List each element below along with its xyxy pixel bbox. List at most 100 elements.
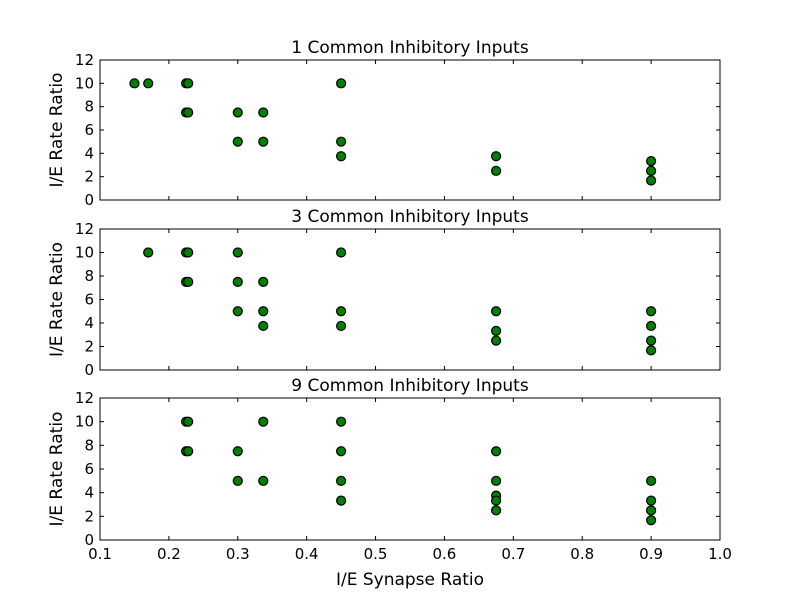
scatter-point (183, 416, 194, 427)
x-axis-label: I/E Synapse Ratio (336, 570, 484, 590)
y-axis-label: I/E Rate Ratio (47, 242, 67, 357)
scatter-point (336, 151, 347, 162)
axes-frame (99, 59, 721, 201)
scatter-point (183, 247, 194, 258)
x-tick-label: 0.1 (88, 545, 112, 563)
y-axis-label: I/E Rate Ratio (47, 73, 67, 188)
y-tick-label: 10 (75, 244, 94, 262)
y-tick-label: 4 (84, 484, 94, 502)
scatter-point (232, 306, 243, 317)
y-tick-label: 8 (84, 98, 94, 116)
y-axis-label: I/E Rate Ratio (47, 412, 67, 527)
scatter-point (336, 136, 347, 147)
axes-frame (99, 228, 721, 371)
scatter-point (491, 165, 502, 176)
x-tick-label: 0.2 (157, 545, 181, 563)
scatter-point (491, 446, 502, 457)
subplot-1: 1 Common Inhibitory Inputs 0 2 4 6 8 10 12 I/E R… (47, 38, 721, 209)
axes-frame (99, 397, 721, 541)
x-tick-label: 0.6 (433, 545, 457, 563)
scatter-point (258, 107, 269, 118)
y-tick-label: 6 (84, 460, 94, 478)
scatter-point (183, 78, 194, 89)
scatter-point (336, 475, 347, 486)
scatter-point (232, 247, 243, 258)
scatter-point (646, 175, 657, 186)
scatter-point (232, 276, 243, 287)
scatter-point (258, 306, 269, 317)
y-tick-label: 8 (84, 436, 94, 454)
scatter-point (258, 475, 269, 486)
scatter-point (491, 505, 502, 516)
scatter-point (336, 446, 347, 457)
y-tick-label: 12 (75, 220, 94, 238)
scatter-point (232, 446, 243, 457)
scatter-point (646, 345, 657, 356)
subplot-3: 9 Common Inhibitory Inputs 0 2 4 6 8 10 12 0.1 0.… (47, 376, 732, 590)
scatter-point (258, 320, 269, 332)
y-tick-label: 10 (75, 74, 94, 92)
y-tick-label: 6 (84, 121, 94, 139)
y-tick-label: 2 (84, 168, 94, 186)
scatter-point (491, 325, 502, 336)
scatter-point (258, 136, 269, 147)
x-tick-label: 0.8 (570, 545, 594, 563)
scatter-point (183, 276, 194, 287)
scatter-point (232, 136, 243, 147)
scatter-point (336, 247, 347, 258)
scatter-point (646, 335, 657, 346)
subplot-title: 9 Common Inhibitory Inputs (291, 376, 529, 396)
subplot-2: 3 Common Inhibitory Inputs 0 2 4 6 8 10 12 I/E R… (47, 207, 721, 379)
scatter-point (491, 475, 502, 486)
x-tick-label: 0.4 (295, 545, 319, 563)
y-tick-label: 4 (84, 314, 94, 332)
scatter-point (232, 475, 243, 486)
subplot-title: 1 Common Inhibitory Inputs (291, 38, 529, 58)
subplots: 1 Common Inhibitory Inputs 0 2 4 6 8 10 12 I/E R… (47, 38, 732, 590)
scatter-point (646, 306, 657, 317)
y-tick-label: 12 (75, 51, 94, 69)
scatter-point (646, 320, 657, 332)
y-tick-label: 6 (84, 291, 94, 309)
y-tick-label: 8 (84, 267, 94, 285)
y-tick-label: 2 (84, 507, 94, 525)
x-tick-label: 0.9 (639, 545, 663, 563)
scatter-point (336, 320, 347, 332)
scatter-point (646, 475, 657, 486)
scatter-point (646, 515, 657, 526)
y-tick-label: 0 (84, 361, 94, 379)
scatter-point (336, 306, 347, 317)
scatter-point (258, 416, 269, 427)
scatter-point (646, 156, 657, 167)
scatter-point (336, 416, 347, 427)
y-tick-label: 4 (84, 144, 94, 162)
scatter-point (646, 505, 657, 516)
subplot-title: 3 Common Inhibitory Inputs (291, 207, 529, 227)
scatter-point (491, 495, 502, 506)
y-tick-label: 0 (84, 531, 94, 549)
scatter-point (183, 446, 194, 457)
scatter-point (183, 107, 194, 118)
x-tick-label: 1.0 (708, 545, 732, 563)
scatter-point (336, 495, 347, 506)
x-tick-label: 0.7 (501, 545, 525, 563)
scatter-point (646, 165, 657, 176)
y-tick-label: 0 (84, 191, 94, 209)
x-tick-label: 0.5 (364, 545, 388, 563)
scatter-point (258, 276, 269, 287)
x-tick-label: 0.3 (226, 545, 250, 563)
scatter-point (232, 107, 243, 118)
scatter-point (336, 78, 347, 89)
scatter-point (491, 306, 502, 317)
scatter-point (143, 247, 154, 258)
scatter-point (646, 495, 657, 506)
y-tick-label: 12 (75, 389, 94, 407)
scatter-point (491, 335, 502, 346)
scatter-point (129, 78, 140, 89)
scatter-point (491, 151, 502, 162)
scatter-point (143, 78, 154, 89)
y-tick-label: 2 (84, 338, 94, 356)
y-tick-label: 10 (75, 413, 94, 431)
